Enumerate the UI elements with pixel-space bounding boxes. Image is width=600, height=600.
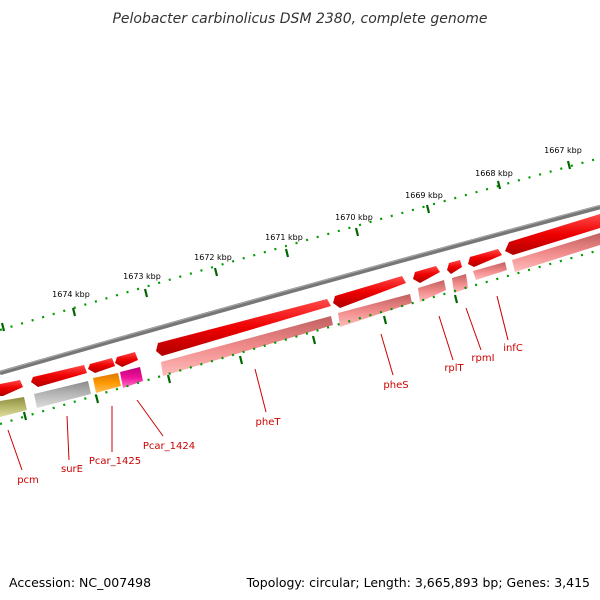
leader-infc	[496, 295, 509, 341]
cds-forward-pcar1424[interactable]	[115, 352, 138, 367]
gene-label-pcar1424[interactable]: Pcar_1424	[143, 441, 195, 452]
leader-rpmi	[465, 307, 482, 351]
topology-summary: Topology: circular; Length: 3,665,893 bp…	[246, 575, 590, 590]
kbp-label: 1673 kbp	[123, 272, 161, 281]
major-tick	[238, 355, 244, 365]
kbp-label: 1670 kbp	[335, 213, 373, 222]
kbp-label: 1667 kbp	[544, 146, 582, 155]
major-tick	[382, 315, 388, 325]
cds-forward-phes-small[interactable]	[413, 266, 440, 283]
leader-phet	[254, 368, 267, 413]
major-tick	[311, 335, 317, 345]
major-tick	[284, 248, 290, 258]
major-tick	[0, 322, 6, 332]
major-tick	[22, 411, 28, 421]
major-tick	[143, 288, 149, 298]
cds-forward-phet[interactable]	[156, 299, 331, 356]
accession-text: Accession: NC_007498	[9, 575, 151, 590]
gene-label-rpmi[interactable]: rpmI	[471, 353, 494, 364]
cds-forward-rpmi[interactable]	[468, 249, 502, 267]
inner-tick-track	[0, 248, 600, 426]
inner-major-ticks	[22, 294, 459, 421]
genome-backbone	[0, 204, 600, 376]
cds-ring2-pcar1424[interactable]	[120, 367, 143, 388]
gene-leader-lines	[7, 295, 509, 471]
cds-ring2-pcm[interactable]	[0, 397, 27, 417]
cds-forward-pcm[interactable]	[0, 380, 23, 396]
major-tick	[453, 294, 459, 304]
cds-ring2-rpmi[interactable]	[473, 262, 507, 280]
kbp-label: 1674 kbp	[52, 290, 90, 299]
genome-backbone-highlight	[0, 205, 600, 372]
major-tick	[213, 267, 219, 277]
cds-ring2-sure[interactable]	[34, 381, 91, 408]
major-tick	[354, 227, 360, 237]
cds-ring2-phes-small[interactable]	[418, 280, 446, 302]
gene-label-phes[interactable]: pheS	[383, 380, 408, 391]
gene-label-phet[interactable]: pheT	[256, 417, 282, 428]
cds-forward-sure[interactable]	[31, 365, 87, 387]
cds-forward-pcar1425[interactable]	[88, 358, 115, 373]
major-tick	[496, 180, 502, 190]
cds-forward-infc[interactable]	[505, 214, 600, 255]
cds-ring2-infc[interactable]	[512, 233, 600, 272]
tick-track	[0, 156, 600, 332]
cds-ring2-rplt[interactable]	[452, 274, 468, 293]
gene-labels: infC rpmI rplT pheS pheT Pcar_1424 Pcar_…	[17, 343, 523, 486]
major-tick	[166, 374, 172, 384]
forward-strand	[0, 214, 600, 396]
gene-label-rplt[interactable]: rplT	[444, 363, 464, 374]
kbp-label: 1669 kbp	[405, 191, 443, 200]
leader-rplt	[438, 315, 454, 361]
kbp-label: 1671 kbp	[265, 233, 303, 242]
cds-ring2-phes[interactable]	[338, 294, 412, 327]
cds-forward-rplt[interactable]	[447, 260, 462, 274]
kbp-label: 1668 kbp	[475, 169, 513, 178]
leader-pcar1424	[136, 399, 164, 437]
gene-label-pcar1425[interactable]: Pcar_1425	[89, 456, 141, 467]
kbp-label: 1672 kbp	[194, 253, 232, 262]
leader-sure	[66, 415, 70, 461]
major-tick	[94, 394, 100, 404]
cds-forward-phes[interactable]	[333, 276, 406, 308]
kbp-labels: 1667 kbp 1668 kbp 1669 kbp 1670 kbp 1671…	[52, 146, 582, 299]
major-tick	[425, 204, 431, 214]
major-tick	[71, 307, 77, 317]
gene-label-pcm[interactable]: pcm	[17, 475, 39, 486]
reverse-strand	[0, 233, 600, 417]
gene-label-infc[interactable]: infC	[503, 343, 523, 354]
gene-label-sure[interactable]: surE	[61, 464, 83, 475]
map-title: Pelobacter carbinolicus DSM 2380, comple…	[112, 11, 487, 27]
major-tick	[566, 160, 572, 170]
cds-ring2-phet[interactable]	[161, 316, 333, 376]
leader-phes	[380, 333, 394, 376]
leader-pcm	[7, 429, 23, 471]
cds-ring2-pcar1425[interactable]	[93, 373, 121, 393]
